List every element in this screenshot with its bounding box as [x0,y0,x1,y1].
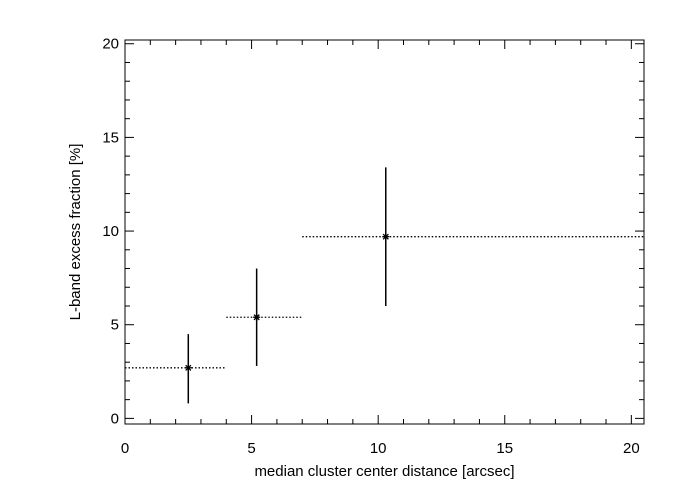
data-point-group [226,268,303,366]
x-tick-label: 10 [370,440,387,457]
x-tick-label: 15 [496,440,513,457]
y-tick-label: 15 [102,129,119,146]
tick-labels: 0 5 10 15 20 0 5 10 15 20 [102,36,639,457]
y-tick-label: 10 [102,223,119,240]
y-tick-label: 20 [102,36,119,53]
data-point [253,313,261,321]
x-tick-label: 0 [121,440,129,457]
y-tick-label: 0 [111,410,119,427]
y-axis-title: L-band excess fraction [%] [67,144,84,321]
x-tick-label: 20 [623,440,640,457]
data-point-group [302,167,644,306]
y-tick-label: 5 [111,317,119,334]
axis-ticks [124,40,644,424]
data-point-group [125,334,227,404]
x-tick-label: 5 [247,440,255,457]
data-point [382,233,390,241]
data-marks [125,167,644,404]
data-point [184,364,192,372]
plot-frame [124,39,645,425]
x-axis-title: median cluster center distance [arcsec] [254,463,514,480]
